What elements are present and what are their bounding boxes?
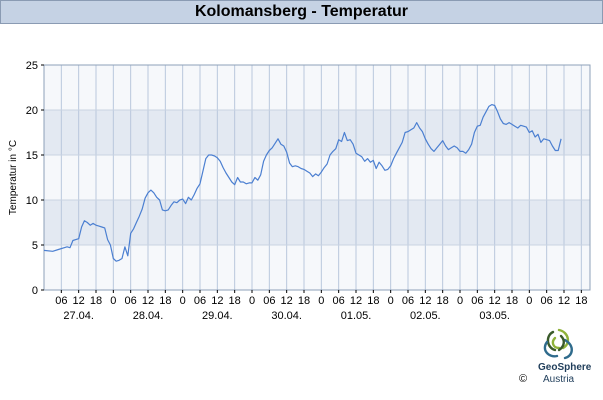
date-label: 29.04.	[202, 310, 233, 322]
plot-border	[43, 64, 591, 291]
date-label: 01.05.	[341, 310, 372, 322]
x-tick-label: 0	[110, 295, 116, 307]
y-tick-label: 5	[32, 240, 38, 252]
x-tick-label: 06	[541, 295, 553, 307]
x-tick-label: 06	[402, 295, 414, 307]
x-tick-label: 0	[318, 295, 324, 307]
x-tick-label: 12	[142, 295, 154, 307]
x-tick-label: 0	[249, 295, 255, 307]
x-tick-label: 12	[73, 295, 85, 307]
date-label: 27.04.	[63, 310, 94, 322]
y-tick-label: 25	[26, 60, 38, 72]
x-tick-label: 06	[471, 295, 483, 307]
x-tick-label: 18	[506, 295, 518, 307]
x-tick-label: 18	[298, 295, 310, 307]
date-label: 03.05.	[479, 310, 510, 322]
x-tick-label: 18	[367, 295, 379, 307]
plot-band	[44, 110, 590, 155]
date-label: 28.04.	[133, 310, 164, 322]
x-tick-label: 06	[194, 295, 206, 307]
chart-title: Kolomansberg - Temperatur	[194, 3, 409, 20]
y-axis-label: Temperatur in °C	[8, 140, 19, 215]
x-tick-label: 12	[419, 295, 431, 307]
y-tick-label: 20	[26, 105, 38, 117]
date-label: 02.05.	[410, 310, 441, 322]
y-tick-label: 0	[32, 285, 38, 297]
chart-title-bar: Kolomansberg - Temperatur	[0, 0, 603, 24]
x-tick-label: 0	[457, 295, 463, 307]
plot-background	[44, 65, 590, 290]
x-tick-label: 0	[388, 295, 394, 307]
x-tick-label: 12	[558, 295, 570, 307]
x-tick-label: 06	[263, 295, 275, 307]
x-tick-label: 0	[180, 295, 186, 307]
temperature-series-line	[43, 103, 562, 262]
geosphere-logo-icon	[543, 328, 573, 360]
y-tick-label: 15	[26, 150, 38, 162]
x-tick-label: 18	[159, 295, 171, 307]
x-tick-label: 18	[229, 295, 241, 307]
x-tick-label: 12	[489, 295, 501, 307]
x-tick-label: 18	[90, 295, 102, 307]
x-tick-label: 12	[211, 295, 223, 307]
x-tick-label: 18	[437, 295, 449, 307]
brand-country: Austria	[543, 374, 575, 385]
copyright-symbol: ©	[519, 373, 528, 385]
x-tick-label: 06	[125, 295, 137, 307]
x-tick-label: 06	[55, 295, 67, 307]
x-tick-label: 12	[281, 295, 293, 307]
brand-name: GeoSphere	[538, 362, 592, 373]
x-tick-label: 12	[350, 295, 362, 307]
x-tick-label: 0	[526, 295, 532, 307]
x-tick-label: 06	[333, 295, 345, 307]
x-tick-label: 18	[575, 295, 587, 307]
y-tick-label: 10	[26, 195, 38, 207]
date-label: 30.04.	[271, 310, 302, 322]
plot-band	[44, 200, 590, 245]
